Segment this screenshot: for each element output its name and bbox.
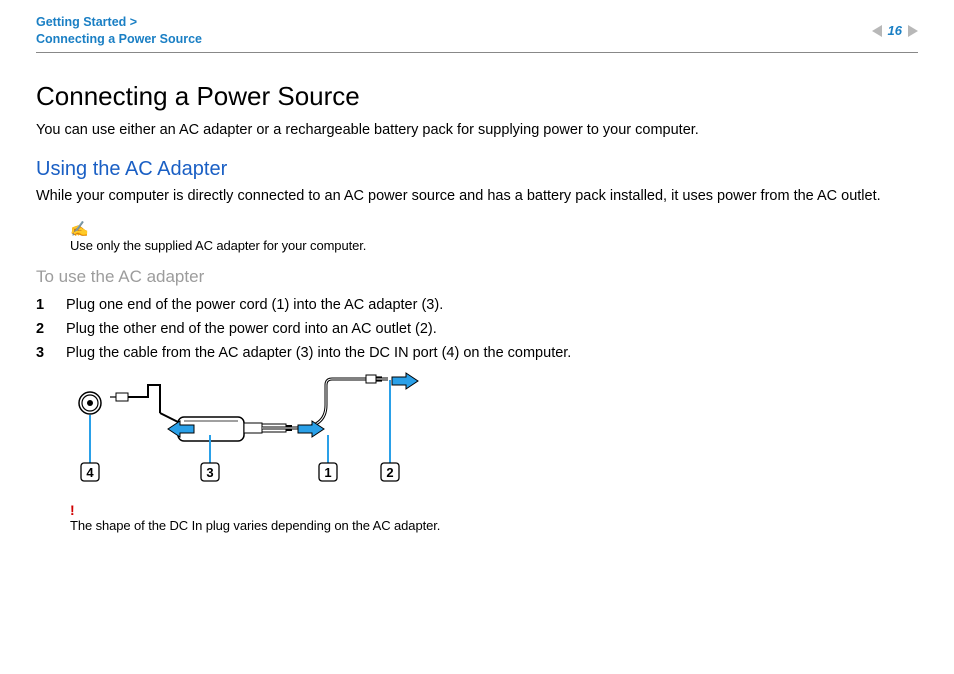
breadcrumb-line-1: Getting Started > xyxy=(36,14,202,31)
step-number: 2 xyxy=(36,321,66,337)
diagram: 4 3 1 2 xyxy=(70,375,918,490)
power-diagram-svg: 4 3 1 2 xyxy=(70,375,410,485)
intro-text: You can use either an AC adapter or a re… xyxy=(36,122,918,138)
warning-text: The shape of the DC In plug varies depen… xyxy=(70,518,918,533)
section-heading: Using the AC Adapter xyxy=(36,158,918,181)
step-item: 2 Plug the other end of the power cord i… xyxy=(36,321,918,337)
svg-text:4: 4 xyxy=(86,465,94,480)
note-text: Use only the supplied AC adapter for you… xyxy=(70,238,918,253)
header-rule xyxy=(36,52,918,53)
step-text: Plug one end of the power cord (1) into … xyxy=(66,297,443,313)
page-nav: 16 xyxy=(872,23,918,38)
page-number: 16 xyxy=(888,23,902,38)
step-item: 3 Plug the cable from the AC adapter (3)… xyxy=(36,345,918,361)
steps-list: 1 Plug one end of the power cord (1) int… xyxy=(36,297,918,361)
svg-text:2: 2 xyxy=(386,465,393,480)
breadcrumb-line-2: Connecting a Power Source xyxy=(36,31,202,48)
step-item: 1 Plug one end of the power cord (1) int… xyxy=(36,297,918,313)
svg-text:3: 3 xyxy=(206,465,213,480)
handwriting-note-icon: ✍ xyxy=(70,220,918,238)
svg-text:1: 1 xyxy=(324,465,331,480)
prev-page-icon[interactable] xyxy=(872,25,882,37)
breadcrumb[interactable]: Getting Started > Connecting a Power Sou… xyxy=(36,14,202,48)
page-title: Connecting a Power Source xyxy=(36,81,918,112)
procedure-heading: To use the AC adapter xyxy=(36,267,918,287)
step-number: 1 xyxy=(36,297,66,313)
step-number: 3 xyxy=(36,345,66,361)
step-text: Plug the other end of the power cord int… xyxy=(66,321,437,337)
section-body: While your computer is directly connecte… xyxy=(36,187,918,207)
warning-icon: ! xyxy=(70,502,918,518)
next-page-icon[interactable] xyxy=(908,25,918,37)
page-header: Getting Started > Connecting a Power Sou… xyxy=(36,10,918,48)
note-block: ✍ Use only the supplied AC adapter for y… xyxy=(70,220,918,253)
step-text: Plug the cable from the AC adapter (3) i… xyxy=(66,345,571,361)
warning-block: ! The shape of the DC In plug varies dep… xyxy=(70,502,918,533)
